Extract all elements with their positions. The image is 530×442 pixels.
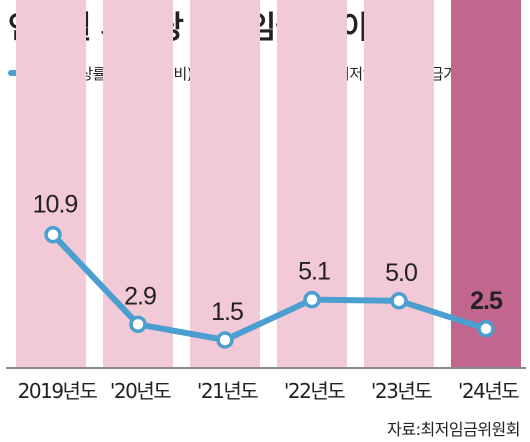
line-point-0 [44, 225, 62, 244]
x-tick-label-2: '21년도 [197, 379, 258, 403]
line-point-5 [477, 320, 495, 338]
line-point-2 [216, 331, 234, 349]
bar-2 [190, 0, 260, 367]
x-tick-label-4: '23년도 [371, 379, 432, 403]
line-series [50, 231, 489, 343]
x-tick-label-1: '20년도 [110, 379, 171, 403]
line-value-label-4: 5.0 [385, 259, 417, 287]
line-value-label-0: 10.9 [33, 191, 78, 219]
bar-0 [16, 0, 86, 367]
line-value-label-3: 5.1 [298, 258, 330, 286]
line-value-label-1: 2.9 [124, 282, 156, 310]
bar-4 [364, 0, 434, 367]
bar-1 [103, 0, 173, 367]
source-note: 자료:최저임금위원회 [387, 420, 520, 439]
line-point-3 [303, 290, 321, 309]
line-value-label-5: 2.5 [470, 287, 503, 315]
line-point-1 [129, 315, 147, 334]
line-point-4 [390, 292, 408, 310]
line-value-label-2: 1.5 [211, 298, 243, 326]
x-tick-label-0: 2019년도 [18, 379, 98, 403]
bar-5 [451, 0, 521, 367]
x-tick-label-5: '24년도 [458, 379, 519, 403]
x-tick-label-3: '22년도 [284, 379, 345, 403]
